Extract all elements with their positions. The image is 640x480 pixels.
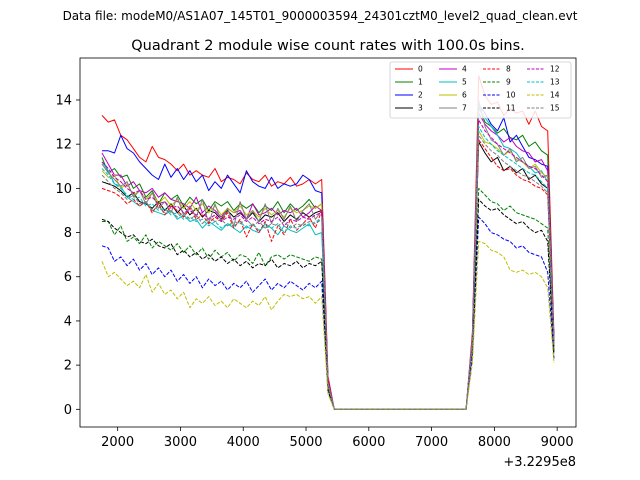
x-tick-label: 9000 [541,435,574,450]
legend-label-11: 11 [506,104,516,113]
x-tick-label: 2000 [101,435,134,450]
axes-frame [79,57,577,428]
chart-title: Quadrant 2 module wise count rates with … [131,38,525,54]
legend-box [389,61,572,119]
series-line-14 [101,240,555,410]
y-tick-label: 6 [64,270,72,285]
x-tick-label: 4000 [227,435,260,450]
legend-label-8: 8 [506,65,511,74]
y-tick-label: 14 [55,93,72,108]
legend-label-9: 9 [506,78,511,87]
x-axis-offset-label: +3.2295e8 [503,455,576,470]
x-tick-label: 7000 [415,435,448,450]
figure-suptitle: Data file: modeM0/AS1A07_145T01_90000035… [63,9,578,23]
legend-label-1: 1 [418,78,423,87]
axes: 2000 3000 4000 5000 6000 7000 8000 900002468101… [55,57,577,450]
series-line-8 [101,139,555,410]
series-line-10 [101,216,555,410]
series-group [101,75,555,410]
legend-label-2: 2 [418,91,423,100]
series-line-6 [101,130,555,410]
legend-label-4: 4 [462,65,467,74]
legend-label-14: 14 [550,91,560,100]
series-line-2 [102,103,555,410]
y-tick-label: 0 [64,403,72,418]
series-line-15 [101,134,555,410]
series-line-13 [101,126,555,410]
legend-label-0: 0 [418,65,423,74]
legend-label-7: 7 [462,104,467,113]
legend-label-3: 3 [418,104,423,113]
y-tick-label: 10 [55,182,72,197]
y-tick-label: 2 [64,359,72,374]
x-tick-label: 8000 [478,435,511,450]
series-line-9 [102,187,555,410]
legend-label-13: 13 [550,78,560,87]
legend-label-15: 15 [550,104,560,113]
plot-area [101,75,555,410]
y-tick-label: 4 [64,314,72,329]
legend-label-10: 10 [506,91,516,100]
legend-label-5: 5 [462,78,467,87]
x-tick-label: 3000 [164,435,197,450]
legend-label-6: 6 [462,91,467,100]
series-line-11 [101,198,555,410]
y-tick-label: 12 [55,138,72,153]
series-line-12 [101,119,555,410]
y-tick-label: 8 [64,226,72,241]
legend-label-12: 12 [550,65,560,74]
x-tick-label: 5000 [289,435,322,450]
x-tick-label: 6000 [352,435,385,450]
